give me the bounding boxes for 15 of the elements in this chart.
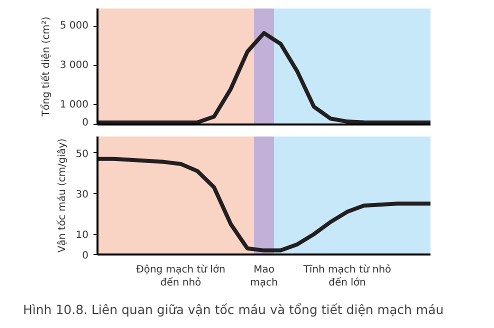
y-axis-title: Tổng tiết diện (cm²) [40, 16, 52, 118]
x-tick-label: Động mạch từ lớn đến nhỏ [136, 264, 226, 289]
y-tick-label: 10 [76, 230, 89, 242]
x-tick-label: Mao mạch [250, 264, 278, 289]
y-tick-label: 1 000 [60, 99, 89, 110]
y-axis-title: Vận tốc máu (cm/giây) [56, 138, 68, 253]
y-tick-label: 30 [76, 189, 89, 200]
y-tick-label: 0 [82, 250, 89, 262]
y-tick-label: 0 [82, 118, 89, 128]
y-tick-label: 3 000 [60, 60, 89, 72]
x-tick-label: Tĩnh mạch từ nhỏ đến lớn [302, 264, 392, 289]
y-tick-label: 5 000 [60, 20, 89, 32]
text: Hình 10.8. Liên quan giữa vận tốc máu và tổng tiết diện mạch máu [23, 301, 444, 319]
line-series [98, 156, 430, 252]
y-tick-label: 50 [76, 148, 89, 160]
